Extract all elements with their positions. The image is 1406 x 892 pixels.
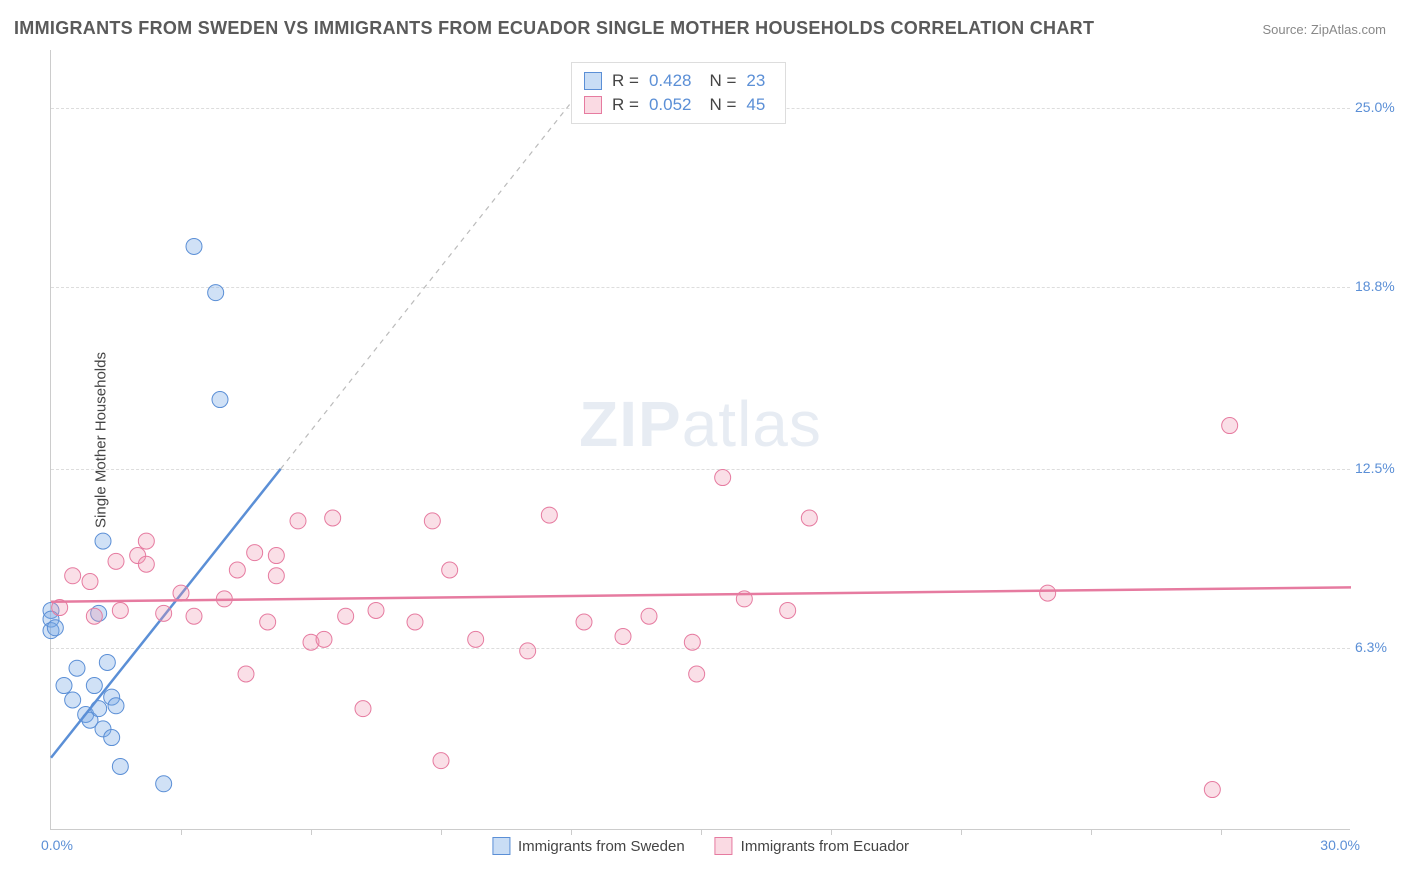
trend-line-extrapolated	[281, 64, 602, 468]
data-point	[238, 666, 254, 682]
stat-swatch	[584, 96, 602, 114]
data-point	[1222, 418, 1238, 434]
data-point	[260, 614, 276, 630]
data-point	[156, 605, 172, 621]
data-point	[138, 556, 154, 572]
data-point	[801, 510, 817, 526]
legend-item: Immigrants from Sweden	[492, 837, 685, 855]
data-point	[1040, 585, 1056, 601]
x-tick-mark	[701, 829, 702, 835]
x-tick-mark	[1091, 829, 1092, 835]
data-point	[268, 548, 284, 564]
data-point	[368, 602, 384, 618]
data-point	[268, 568, 284, 584]
data-point	[65, 692, 81, 708]
data-point	[247, 545, 263, 561]
data-point	[424, 513, 440, 529]
trend-line	[51, 587, 1351, 601]
source-attribution: Source: ZipAtlas.com	[1262, 22, 1386, 37]
chart-plot-area: Single Mother Households ZIPatlas 6.3%12…	[50, 50, 1350, 830]
data-point	[208, 285, 224, 301]
n-value: 45	[746, 95, 765, 115]
x-tick-mark	[441, 829, 442, 835]
stat-row: R = 0.428 N = 23	[584, 69, 773, 93]
chart-title: IMMIGRANTS FROM SWEDEN VS IMMIGRANTS FRO…	[14, 18, 1094, 39]
data-point	[186, 238, 202, 254]
data-point	[82, 574, 98, 590]
r-label: R =	[612, 95, 639, 115]
x-tick-mark	[831, 829, 832, 835]
x-tick-mark	[311, 829, 312, 835]
data-point	[715, 470, 731, 486]
r-value: 0.428	[649, 71, 692, 91]
data-point	[86, 608, 102, 624]
legend-item: Immigrants from Ecuador	[715, 837, 909, 855]
y-tick-label: 12.5%	[1355, 460, 1405, 476]
legend-swatch	[492, 837, 510, 855]
x-axis-min-label: 0.0%	[41, 837, 73, 853]
data-point	[56, 678, 72, 694]
data-point	[186, 608, 202, 624]
data-point	[173, 585, 189, 601]
legend: Immigrants from Sweden Immigrants from Ec…	[492, 837, 909, 855]
data-point	[316, 631, 332, 647]
data-point	[576, 614, 592, 630]
data-point	[1204, 782, 1220, 798]
legend-label: Immigrants from Ecuador	[741, 838, 909, 855]
data-point	[95, 533, 111, 549]
data-point	[69, 660, 85, 676]
correlation-stats-box: R = 0.428 N = 23 R = 0.052 N = 45	[571, 62, 786, 124]
data-point	[86, 678, 102, 694]
data-point	[104, 730, 120, 746]
n-label: N =	[709, 71, 736, 91]
data-point	[355, 701, 371, 717]
data-point	[338, 608, 354, 624]
y-tick-label: 6.3%	[1355, 639, 1405, 655]
data-point	[112, 758, 128, 774]
data-point	[442, 562, 458, 578]
data-point	[112, 602, 128, 618]
r-value: 0.052	[649, 95, 692, 115]
data-point	[780, 602, 796, 618]
scatter-plot-svg	[51, 50, 1350, 829]
stat-swatch	[584, 72, 602, 90]
legend-label: Immigrants from Sweden	[518, 838, 685, 855]
data-point	[541, 507, 557, 523]
data-point	[433, 753, 449, 769]
data-point	[108, 698, 124, 714]
data-point	[108, 553, 124, 569]
data-point	[641, 608, 657, 624]
x-tick-mark	[1221, 829, 1222, 835]
data-point	[290, 513, 306, 529]
data-point	[407, 614, 423, 630]
data-point	[47, 620, 63, 636]
n-label: N =	[709, 95, 736, 115]
data-point	[684, 634, 700, 650]
data-point	[229, 562, 245, 578]
r-label: R =	[612, 71, 639, 91]
data-point	[468, 631, 484, 647]
y-tick-label: 18.8%	[1355, 278, 1405, 294]
data-point	[156, 776, 172, 792]
x-axis-max-label: 30.0%	[1320, 837, 1360, 853]
x-tick-mark	[181, 829, 182, 835]
data-point	[99, 654, 115, 670]
data-point	[212, 392, 228, 408]
x-tick-mark	[961, 829, 962, 835]
data-point	[138, 533, 154, 549]
data-point	[520, 643, 536, 659]
n-value: 23	[746, 71, 765, 91]
data-point	[615, 628, 631, 644]
x-tick-mark	[571, 829, 572, 835]
data-point	[325, 510, 341, 526]
legend-swatch	[715, 837, 733, 855]
data-point	[689, 666, 705, 682]
data-point	[65, 568, 81, 584]
stat-row: R = 0.052 N = 45	[584, 93, 773, 117]
y-tick-label: 25.0%	[1355, 99, 1405, 115]
